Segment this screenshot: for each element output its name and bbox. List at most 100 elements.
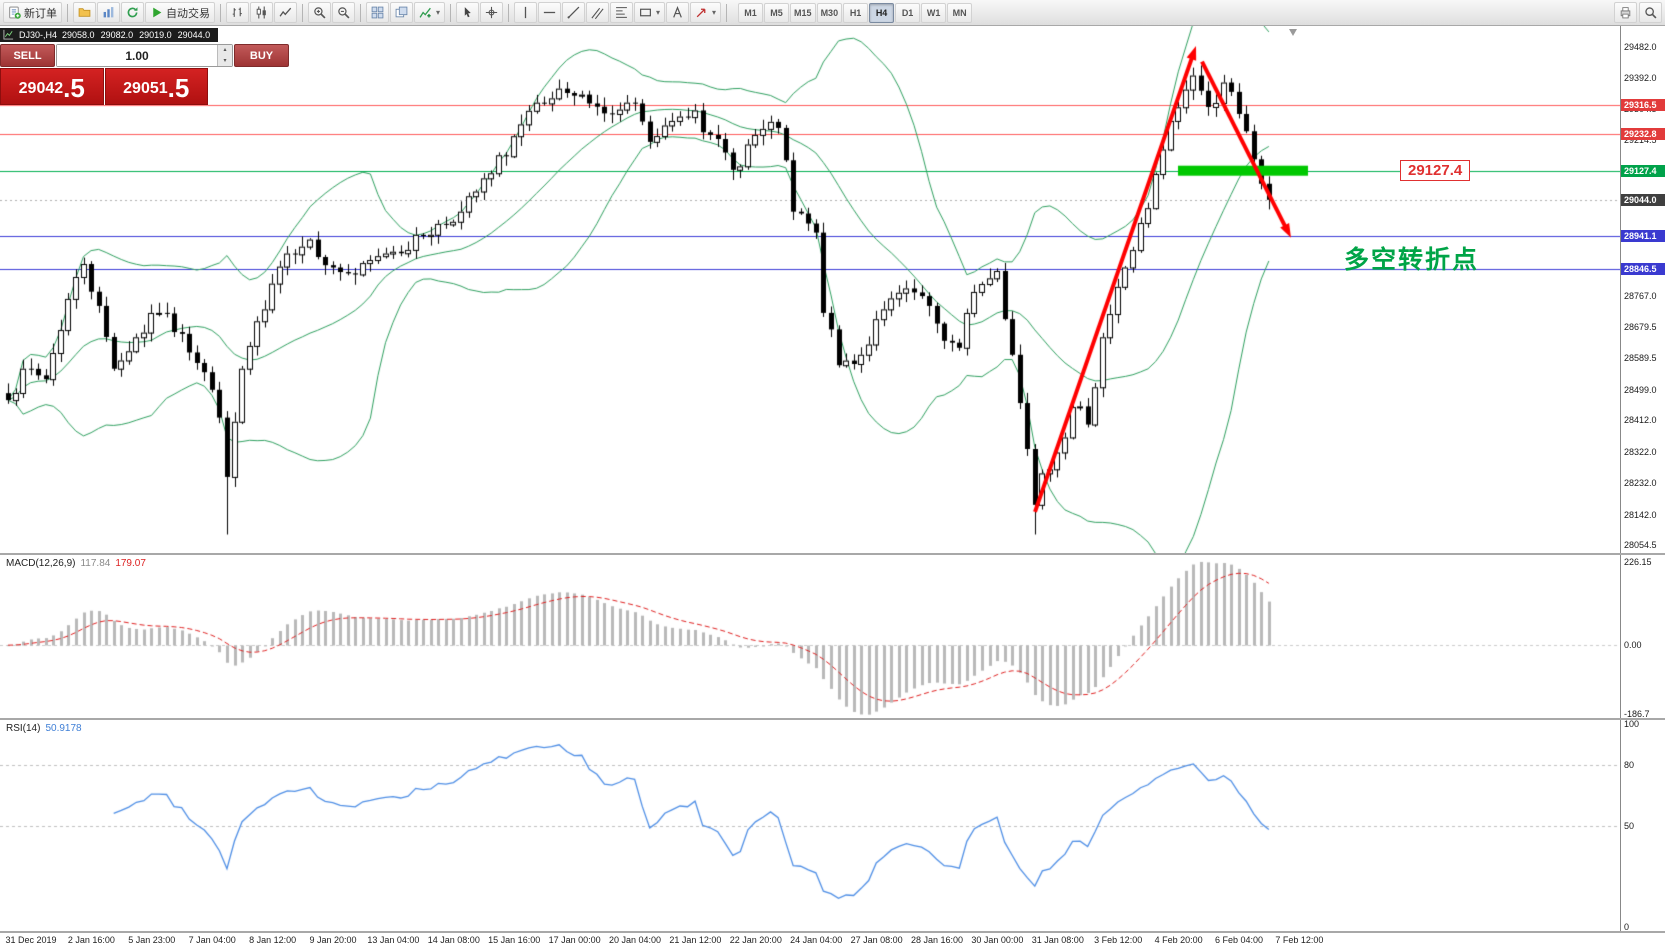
time-label: 8 Jan 12:00 [249, 935, 297, 945]
equidistant-channel-button[interactable] [586, 2, 610, 23]
tile-icon [371, 6, 384, 19]
refresh-button[interactable] [121, 2, 144, 23]
time-label: 21 Jan 12:00 [669, 935, 722, 945]
price-scale-badge: 29316.5 [1621, 98, 1665, 111]
market-watch-button[interactable] [97, 2, 120, 23]
profiles-button[interactable] [73, 2, 96, 23]
zoom-in-button[interactable] [308, 2, 331, 23]
timeframe-d1-button[interactable]: D1 [895, 2, 921, 23]
trendline-icon [567, 6, 580, 19]
chart-area: DJ30-,H4 29058.0 29082.0 29019.0 29044.0… [0, 26, 1665, 948]
macd-main-value: 117.84 [80, 558, 111, 569]
cascade-windows-button[interactable] [390, 2, 413, 23]
macd-label: MACD(12,26,9) 117.84 179.07 [6, 558, 146, 569]
trendline-button[interactable] [562, 2, 586, 23]
time-label: 5 Jan 23:00 [128, 935, 176, 945]
panel-resize-handle[interactable] [0, 931, 1665, 933]
candlestick-chart-button[interactable] [250, 2, 273, 23]
timeframe-m1-button[interactable]: M1 [738, 2, 764, 23]
time-label: 4 Feb 20:00 [1154, 935, 1203, 945]
panel-resize-handle[interactable] [0, 718, 1665, 720]
crosshair-button[interactable] [480, 2, 504, 23]
play-icon [150, 6, 163, 19]
time-label: 7 Jan 04:00 [188, 935, 236, 945]
shapes-icon [639, 6, 652, 19]
timeframe-m15-button[interactable]: M15 [790, 2, 816, 23]
time-label: 3 Feb 12:00 [1094, 935, 1143, 945]
time-label: 9 Jan 20:00 [309, 935, 357, 945]
zoom-out-icon [337, 6, 350, 19]
macd-canvas[interactable] [0, 555, 1620, 718]
indicator-icon [419, 6, 432, 19]
ohlc-open: 29058.0 [62, 30, 95, 40]
timeframe-h1-button[interactable]: H1 [843, 2, 869, 23]
fibonacci-button[interactable] [610, 2, 634, 23]
ohlc-low: 29019.0 [139, 30, 172, 40]
price-tick: 80 [1624, 759, 1635, 770]
rsi-scale[interactable]: 100 80 50 0 [1620, 720, 1665, 931]
bar-chart-button[interactable] [226, 2, 249, 23]
timeframe-toolbar: M1 M5 M15 M30 H1 H4 D1 W1 MN [738, 2, 973, 23]
price-tick: 29482.0 [1624, 41, 1657, 52]
timeframe-m30-button[interactable]: M30 [816, 2, 843, 23]
price-scale-badge: 29232.8 [1621, 127, 1665, 140]
time-label: 7 Feb 12:00 [1275, 935, 1324, 945]
timeframe-h4-button[interactable]: H4 [869, 2, 895, 23]
timeframe-w1-button[interactable]: W1 [921, 2, 947, 23]
indicators-button[interactable]: ▾ [414, 2, 446, 23]
volume-spinner: ▴ ▾ [217, 45, 232, 66]
time-label: 24 Jan 04:00 [790, 935, 843, 945]
price-tick: 28054.5 [1624, 540, 1657, 551]
cursor-button[interactable] [456, 2, 480, 23]
price-tick: 28679.5 [1624, 322, 1657, 333]
timeframe-m5-button[interactable]: M5 [764, 2, 790, 23]
main-price-scale[interactable]: 29482.029392.029304.529214.528767.028679… [1620, 26, 1665, 553]
panel-resize-handle[interactable] [0, 553, 1665, 555]
zoom-in-icon [313, 6, 326, 19]
new-order-button[interactable]: 新订单 [3, 2, 62, 23]
search-button[interactable] [1639, 2, 1662, 23]
buy-price-button[interactable]: 29051.5 [104, 68, 208, 105]
volume-increase-button[interactable]: ▴ [218, 45, 232, 56]
time-label: 6 Feb 04:00 [1214, 935, 1264, 945]
horizontal-line-button[interactable] [538, 2, 562, 23]
price-tick: 0.00 [1624, 640, 1642, 651]
volume-input[interactable] [57, 45, 217, 66]
volume-decrease-button[interactable]: ▾ [218, 55, 232, 66]
autotrading-button[interactable]: 自动交易 [145, 2, 215, 23]
macd-scale[interactable]: 226.15 0.00 -186.7 [1620, 555, 1665, 718]
chart-title-bar[interactable]: DJ30-,H4 29058.0 29082.0 29019.0 29044.0 [0, 28, 219, 42]
vertical-line-button[interactable] [514, 2, 538, 23]
time-axis[interactable]: 31 Dec 2019 2 Jan 16:00 5 Jan 23:00 7 Jan 0… [0, 933, 1665, 948]
price-scale-badge: 28846.5 [1621, 262, 1665, 275]
search-icon [1644, 6, 1657, 19]
price-scale-badge: 29127.4 [1621, 164, 1665, 177]
line-chart-button[interactable] [274, 2, 297, 23]
turning-point-note[interactable]: 多空转折点 [1344, 246, 1480, 274]
time-label: 28 Jan 16:00 [910, 935, 964, 945]
timeframe-mn-button[interactable]: MN [947, 2, 973, 23]
text-button[interactable] [666, 2, 690, 23]
price-tick: 28142.0 [1624, 509, 1657, 520]
tile-windows-button[interactable] [366, 2, 389, 23]
rsi-canvas[interactable] [0, 720, 1620, 931]
chart-shift-marker[interactable] [1289, 29, 1297, 36]
arrows-button[interactable]: ▾ [690, 2, 722, 23]
buy-button[interactable]: BUY [234, 44, 289, 67]
sell-button[interactable]: SELL [0, 44, 55, 67]
main-chart-canvas[interactable] [0, 26, 1620, 553]
ohlc-close: 29044.0 [177, 30, 211, 40]
new-order-icon [8, 6, 21, 19]
refresh-icon [126, 6, 139, 19]
toolbar: 新订单 自动交易 ▾ ▾ ▾ M1 M5 M15 M30 H1 H4 D1 W1 MN [0, 0, 1665, 26]
printer-button[interactable] [1614, 2, 1637, 23]
rsi-label: RSI(14) 50.9178 [6, 723, 82, 734]
sell-price-button[interactable]: 29042.5 [0, 68, 104, 105]
price-tick: 28232.0 [1624, 478, 1657, 489]
shapes-button[interactable]: ▾ [634, 2, 666, 23]
one-click-trading-panel: SELL ▴ ▾ BUY 29042.5 29051 [0, 44, 289, 105]
zoom-out-button[interactable] [332, 2, 355, 23]
cursor-icon [461, 6, 474, 19]
price-level-label[interactable]: 29127.4 [1400, 159, 1471, 181]
